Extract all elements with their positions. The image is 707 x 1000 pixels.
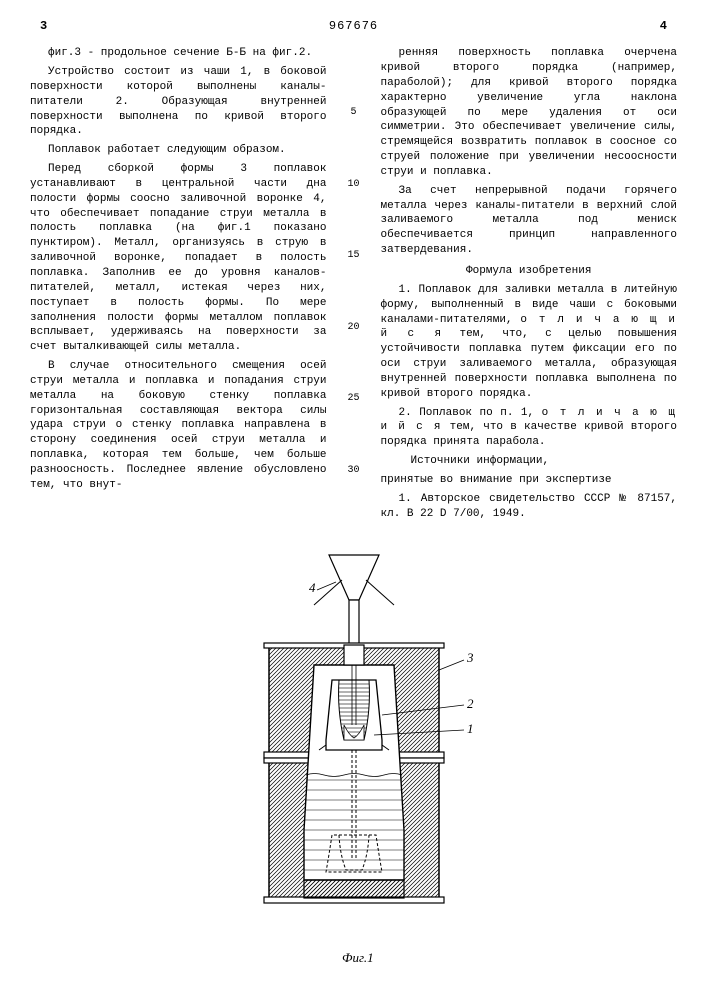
patent-number: 967676 (329, 18, 378, 34)
line-number: 20 (347, 321, 359, 335)
line-number: 30 (347, 464, 359, 478)
figure-container: 3 2 1 4 Фиг.1 (30, 550, 677, 970)
leader-label-3: 3 (466, 650, 474, 665)
line-number-gutter: 5 10 15 20 25 30 (345, 46, 363, 535)
figure-label: Фиг.1 (342, 950, 374, 965)
line-number: 5 (350, 106, 356, 120)
line-number: 10 (347, 178, 359, 192)
page-number-left: 3 (40, 18, 47, 34)
page-number-right: 4 (660, 18, 667, 34)
right-p4: 2. Поплавок по п. 1, о т л и ч а ю щ и й… (381, 406, 678, 451)
page-header: 3 967676 4 (30, 18, 677, 34)
leader-label-2: 2 (467, 696, 474, 711)
left-p2: Устройство состоит из чаши 1, в боковой … (30, 65, 327, 139)
right-p2: За счет непрерывной подачи горячего мета… (381, 184, 678, 258)
right-p5: 1. Авторское свидетельство СССР № 87157,… (381, 492, 678, 522)
right-p1: ренняя поверхность поплавка очерчена кри… (381, 46, 678, 180)
left-p3: Поплавок работает следующим образом. (30, 143, 327, 158)
leader-label-4: 4 (309, 580, 316, 595)
left-p4: Перед сборкой формы 3 поплавок устанавли… (30, 162, 327, 355)
line-number: 15 (347, 249, 359, 263)
right-p3: 1. Поплавок для заливки металла в литейн… (381, 283, 678, 402)
figure-1-diagram: 3 2 1 4 Фиг.1 (214, 550, 494, 970)
left-column: фиг.3 - продольное сечение Б-Б на фиг.2.… (30, 46, 327, 535)
left-p5: В случае относительного смещения осей ст… (30, 359, 327, 493)
sources-title: Источники информации, (381, 454, 678, 469)
left-p1: фиг.3 - продольное сечение Б-Б на фиг.2. (30, 46, 327, 61)
formula-title: Формула изобретения (381, 264, 678, 279)
text-columns: фиг.3 - продольное сечение Б-Б на фиг.2.… (30, 46, 677, 535)
sources-sub: принятые во внимание при экспертизе (381, 473, 678, 488)
right-column: ренняя поверхность поплавка очерчена кри… (381, 46, 678, 535)
line-number: 25 (347, 392, 359, 406)
leader-label-1: 1 (467, 721, 474, 736)
